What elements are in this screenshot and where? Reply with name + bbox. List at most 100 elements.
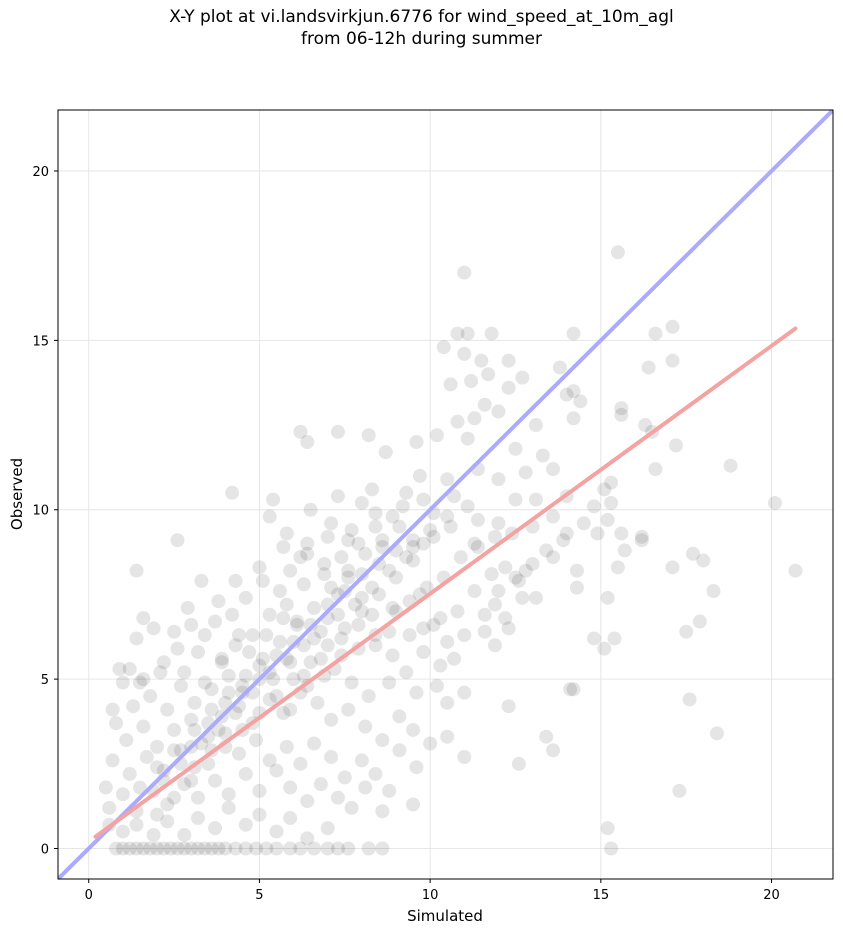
data-point [197, 675, 212, 690]
data-point [150, 739, 165, 754]
data-point [238, 590, 253, 605]
data-point [109, 841, 124, 856]
data-point [368, 519, 383, 534]
data-point [160, 814, 175, 829]
data-point [440, 634, 455, 649]
data-point [457, 346, 472, 361]
data-point [433, 611, 448, 626]
chart-title-block: X-Y plot at vi.landsvirkjun.6776 for win… [0, 6, 843, 50]
data-point [604, 475, 619, 490]
data-point [208, 614, 223, 629]
data-point [129, 631, 144, 646]
y-tick-label: 15 [32, 334, 49, 349]
data-point [228, 638, 243, 653]
data-point [604, 495, 619, 510]
data-point [218, 695, 233, 710]
data-point [399, 550, 414, 565]
data-point [508, 492, 523, 507]
data-point [276, 611, 291, 626]
data-point [105, 753, 120, 768]
data-point [443, 377, 458, 392]
data-point [156, 763, 171, 778]
data-point [320, 841, 335, 856]
data-point [361, 841, 376, 856]
data-point [324, 712, 339, 727]
data-point [252, 783, 267, 798]
data-point [320, 638, 335, 653]
data-point [501, 353, 516, 368]
data-point [122, 661, 137, 676]
data-point [293, 841, 308, 856]
data-point [170, 841, 185, 856]
data-point [450, 326, 465, 341]
data-point [197, 628, 212, 643]
data-point [228, 706, 243, 721]
data-point [221, 787, 236, 802]
data-point [197, 841, 212, 856]
grid-lines [58, 110, 833, 879]
data-point [344, 523, 359, 538]
data-point [511, 756, 526, 771]
data-point [177, 777, 192, 792]
data-point [296, 668, 311, 683]
data-point [365, 607, 380, 622]
data-point [634, 529, 649, 544]
data-point [436, 340, 451, 355]
x-tick-label: 5 [255, 888, 263, 903]
data-point [457, 685, 472, 700]
data-point [283, 780, 298, 795]
data-point [696, 553, 711, 568]
data-point [354, 495, 369, 510]
data-point [566, 326, 581, 341]
data-point [180, 600, 195, 615]
data-point [235, 685, 250, 700]
data-point [276, 540, 291, 555]
data-point [566, 384, 581, 399]
data-point [218, 841, 233, 856]
data-point [204, 682, 219, 697]
data-point [136, 719, 151, 734]
data-point [245, 628, 260, 643]
data-point [300, 546, 315, 561]
data-point [501, 699, 516, 714]
data-point [150, 760, 165, 775]
chart-subtitle: from 06-12h during summer [301, 29, 542, 49]
data-point [382, 783, 397, 798]
data-point [365, 580, 380, 595]
data-point [368, 638, 383, 653]
data-point [508, 570, 523, 585]
data-point [382, 675, 397, 690]
data-point [429, 428, 444, 443]
data-point [160, 797, 175, 812]
data-point [167, 722, 182, 737]
data-point [262, 692, 277, 707]
data-point [330, 790, 345, 805]
data-point [709, 726, 724, 741]
data-point [409, 434, 424, 449]
data-point [150, 841, 165, 856]
data-point [416, 621, 431, 636]
data-point [266, 672, 281, 687]
data-point [283, 811, 298, 826]
data-point [491, 472, 506, 487]
data-point [262, 665, 277, 680]
data-point [122, 766, 137, 781]
data-point [559, 526, 574, 541]
data-point [221, 800, 236, 815]
data-point [546, 743, 561, 758]
data-point [440, 509, 455, 524]
data-point [354, 567, 369, 582]
data-point [324, 516, 339, 531]
data-point [167, 790, 182, 805]
data-point [238, 766, 253, 781]
data-point [286, 672, 301, 687]
data-point [617, 543, 632, 558]
data-point [167, 743, 182, 758]
data-point [351, 617, 366, 632]
data-point [552, 360, 567, 375]
x-axis-label: Simulated [407, 907, 483, 925]
data-point [167, 624, 182, 639]
data-point [146, 621, 161, 636]
data-point [484, 567, 499, 582]
data-point [528, 492, 543, 507]
